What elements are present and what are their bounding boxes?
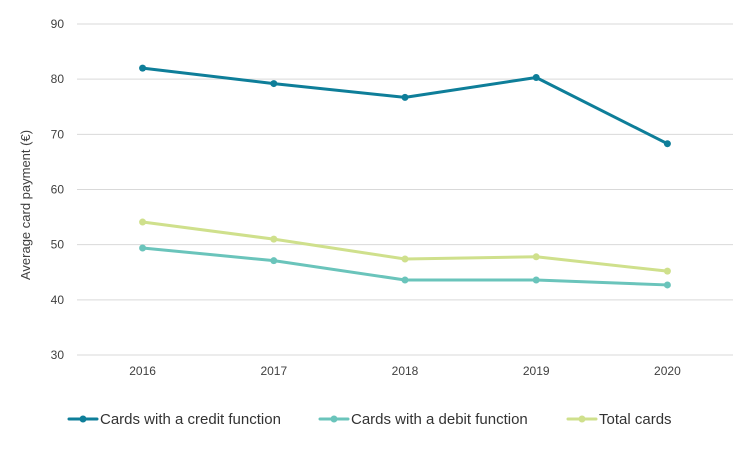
- legend-label-1: Cards with a credit function: [100, 411, 281, 428]
- gridlines: [77, 23, 733, 356]
- x-tick-label-2020: 2020: [654, 364, 681, 378]
- x-tick-label-2016: 2016: [129, 364, 156, 378]
- series-2: [139, 244, 671, 289]
- series-1-point-2017: [270, 80, 278, 88]
- series-3-point-2019: [532, 253, 540, 261]
- series-2-point-2018: [401, 276, 409, 284]
- series-3-point-2017: [270, 235, 278, 243]
- legend-label-2: Cards with a debit function: [351, 411, 528, 428]
- legend-item-3: Total cards: [566, 411, 672, 428]
- y-tick-label-80: 80: [51, 72, 65, 86]
- series-3: [139, 218, 671, 275]
- x-tick-label-2019: 2019: [523, 364, 550, 378]
- legend-swatch-marker: [578, 415, 586, 423]
- legend-swatch-marker: [330, 415, 338, 423]
- y-tick-label-30: 30: [51, 348, 65, 362]
- series-3-point-2016: [139, 218, 147, 226]
- series-1-point-2018: [401, 93, 409, 101]
- legend: Cards with a credit function Cards with a…: [67, 411, 672, 428]
- legend-item-2: Cards with a debit function: [318, 411, 528, 428]
- y-tick-label-40: 40: [51, 293, 65, 307]
- series-3-line: [141, 220, 669, 273]
- series-2-point-2016: [139, 244, 147, 252]
- series-1-point-2019: [532, 74, 540, 82]
- y-axis-title: Average card payment (€): [18, 130, 33, 280]
- x-tick-label-2018: 2018: [392, 364, 419, 378]
- legend-label-3: Total cards: [599, 411, 672, 428]
- series-1-point-2020: [663, 140, 671, 148]
- series-lines: [139, 64, 671, 289]
- series-1: [139, 64, 671, 148]
- legend-item-1: Cards with a credit function: [67, 411, 281, 428]
- series-2-point-2017: [270, 257, 278, 265]
- y-tick-label-60: 60: [51, 183, 65, 197]
- y-tick-label-50: 50: [51, 238, 65, 252]
- x-tick-label-2017: 2017: [260, 364, 287, 378]
- x-axis-tick-labels: 2016 2017 2018 2019 2020: [129, 364, 681, 378]
- y-tick-label-70: 70: [51, 127, 65, 141]
- series-2-point-2020: [663, 281, 671, 289]
- series-1-point-2016: [139, 64, 147, 72]
- series-2-point-2019: [532, 276, 540, 284]
- series-3-point-2020: [663, 267, 671, 275]
- series-3-point-2018: [401, 255, 409, 263]
- legend-swatch-marker: [79, 415, 87, 423]
- y-axis-tick-labels: 30 40 50 60 70 80 90: [51, 17, 65, 362]
- y-tick-label-90: 90: [51, 17, 65, 31]
